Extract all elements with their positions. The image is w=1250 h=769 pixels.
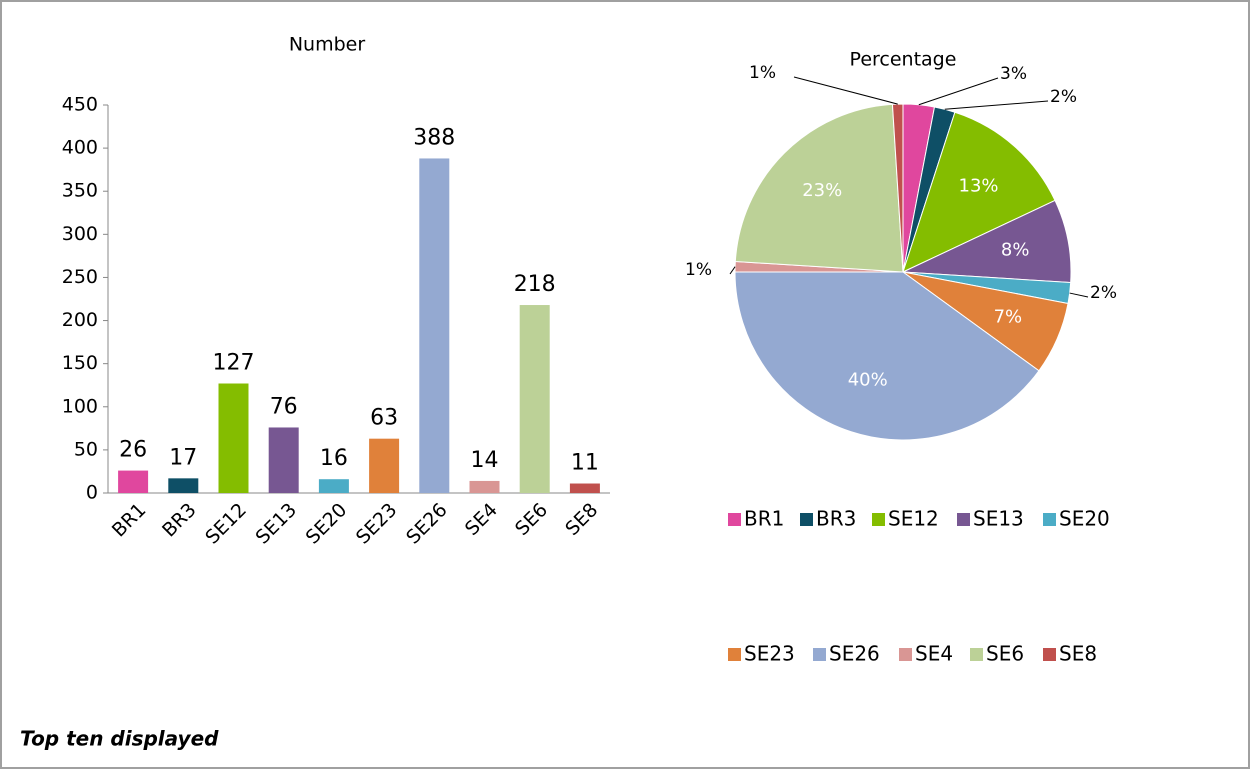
- data-label: 218: [514, 272, 556, 297]
- legend-label: BR1: [744, 507, 784, 531]
- bar: [519, 305, 550, 493]
- data-label: 11: [571, 451, 599, 476]
- slice-label: 2%: [1050, 87, 1077, 107]
- slice-label: 1%: [749, 63, 776, 83]
- pie-slice: [734, 271, 1040, 441]
- bar: [218, 383, 249, 493]
- legend-swatch: [970, 648, 983, 661]
- legend-swatch: [872, 513, 885, 526]
- y-tick-label: 200: [62, 309, 98, 331]
- legend-label: SE23: [744, 642, 795, 666]
- legend-label: SE12: [888, 507, 939, 531]
- data-label: 127: [213, 350, 255, 375]
- slice-label: 3%: [1000, 64, 1027, 84]
- bar: [469, 480, 500, 493]
- data-label: 14: [471, 448, 499, 473]
- footnote: Top ten displayed: [20, 727, 219, 751]
- bar: [168, 478, 199, 493]
- leader-line: [729, 266, 736, 275]
- leader-line: [918, 77, 999, 106]
- legend-label: BR3: [816, 507, 856, 531]
- data-label: 76: [270, 394, 298, 419]
- y-tick-label: 300: [62, 223, 98, 245]
- slice-label: 40%: [848, 370, 888, 391]
- legend-label: SE6: [986, 642, 1024, 666]
- legend-swatch: [899, 648, 912, 661]
- legend-label: SE4: [915, 642, 953, 666]
- legend-swatch: [1043, 648, 1056, 661]
- slice-label: 13%: [959, 175, 999, 196]
- bar: [419, 158, 450, 494]
- data-label: 17: [169, 445, 197, 470]
- legend-label: SE13: [973, 507, 1024, 531]
- pie-slice: [902, 111, 1056, 273]
- bar: [369, 438, 400, 493]
- bar-title: Number: [289, 34, 366, 56]
- legend-label: SE20: [1059, 507, 1110, 531]
- y-tick-label: 450: [62, 94, 98, 116]
- legend-swatch: [728, 648, 741, 661]
- y-tick-label: 150: [62, 352, 98, 374]
- slice-label: 1%: [685, 260, 712, 280]
- leader-line: [944, 100, 1049, 110]
- y-tick-label: 400: [62, 137, 98, 159]
- data-label: 63: [370, 406, 398, 431]
- slice-label: 7%: [994, 306, 1023, 327]
- bar: [268, 427, 299, 493]
- legend-swatch: [957, 513, 970, 526]
- bar: [318, 479, 349, 493]
- pie-slice: [734, 103, 904, 273]
- bar: [569, 483, 600, 493]
- y-tick-label: 50: [74, 438, 98, 460]
- legend-swatch: [813, 648, 826, 661]
- legend-label: SE26: [829, 642, 880, 666]
- leader-line: [1069, 292, 1089, 298]
- slice-label: 8%: [1001, 240, 1030, 261]
- legend-label: SE8: [1059, 642, 1097, 666]
- y-tick-label: 100: [62, 395, 98, 417]
- pie-title: Percentage: [850, 49, 957, 71]
- slice-label: 2%: [1090, 283, 1117, 303]
- slice-label: 23%: [802, 180, 842, 201]
- legend-swatch: [728, 513, 741, 526]
- leader-line: [793, 76, 898, 105]
- legend-swatch: [1043, 513, 1056, 526]
- y-tick-label: 350: [62, 180, 98, 202]
- data-label: 16: [320, 446, 348, 471]
- data-label: 26: [119, 438, 147, 463]
- bar: [118, 470, 149, 493]
- legend-swatch: [800, 513, 813, 526]
- y-tick-label: 0: [86, 482, 98, 504]
- data-label: 388: [413, 125, 455, 150]
- y-tick-label: 250: [62, 266, 98, 288]
